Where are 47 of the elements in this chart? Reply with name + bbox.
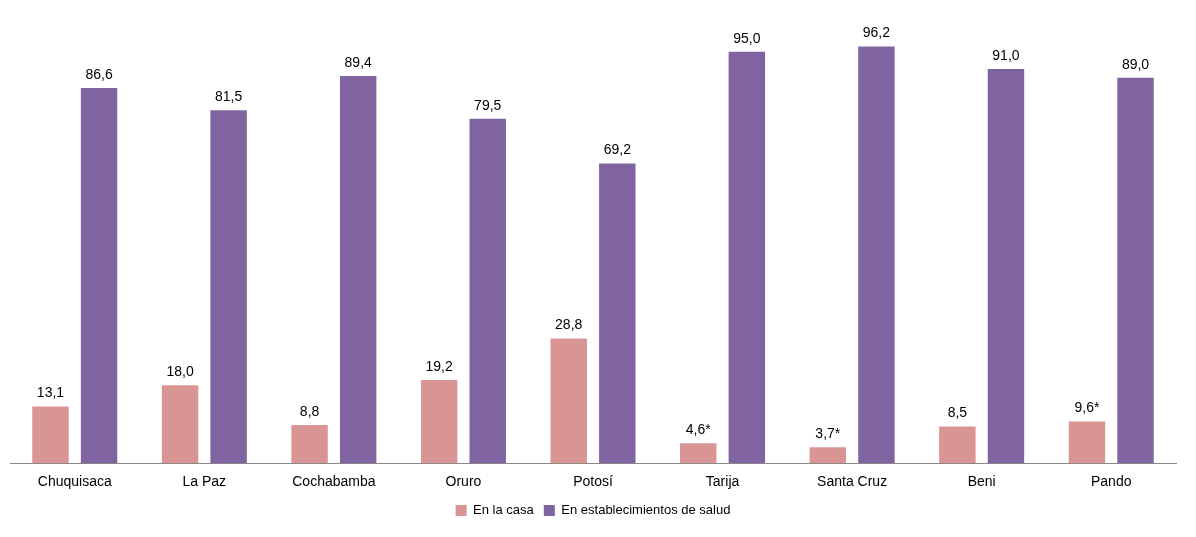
data-label: 8,8	[299, 402, 320, 419]
x-tick-label: Potosí	[573, 473, 613, 490]
x-tick-label: Cochabamba	[292, 473, 376, 490]
x-tick-label: Pando	[1090, 473, 1132, 490]
legend-label: En la casa	[473, 502, 535, 518]
data-label: 19,2	[425, 357, 453, 374]
x-tick-label: Tarija	[705, 473, 740, 490]
x-tick-label: Oruro	[445, 473, 482, 490]
data-label: 89,0	[1121, 55, 1150, 72]
x-tick-label: Chuquisaca	[37, 473, 112, 490]
bar	[161, 385, 199, 464]
data-label: 8,5	[947, 404, 968, 421]
legend-label: En establecimientos de salud	[561, 502, 731, 518]
bar	[1117, 77, 1154, 464]
data-label: 96,2	[862, 24, 891, 41]
bar	[32, 406, 69, 464]
bar	[599, 163, 636, 464]
bar	[939, 426, 976, 464]
data-label: 79,5	[474, 96, 502, 113]
data-label: 81,5	[215, 88, 243, 104]
data-label: 89,4	[344, 53, 373, 70]
data-label: 69,2	[603, 141, 632, 158]
bar	[680, 443, 717, 464]
bar	[291, 425, 328, 464]
data-label: 91,0	[992, 46, 1020, 63]
bar	[550, 338, 587, 464]
bar	[728, 51, 766, 464]
x-tick-label: La Paz	[182, 473, 227, 490]
bar	[809, 447, 847, 464]
data-label: 13,1	[36, 384, 65, 401]
bar	[420, 380, 458, 464]
x-tick-label: Beni	[967, 473, 996, 490]
bar	[469, 118, 506, 464]
bar	[210, 110, 247, 464]
data-label: 4,6*	[685, 421, 712, 438]
bar	[80, 88, 118, 464]
data-label: 95,0	[733, 29, 761, 46]
data-label: 86,6	[85, 65, 113, 82]
data-label: 28,8	[555, 316, 583, 333]
x-tick-label: Santa Cruz	[817, 473, 888, 490]
bar	[858, 46, 895, 464]
data-label: 3,7*	[815, 425, 841, 442]
bar	[1068, 421, 1106, 464]
bar	[987, 68, 1025, 464]
bar	[339, 75, 377, 464]
data-label: 9,6*	[1074, 399, 1100, 416]
data-label: 18,0	[166, 363, 194, 380]
